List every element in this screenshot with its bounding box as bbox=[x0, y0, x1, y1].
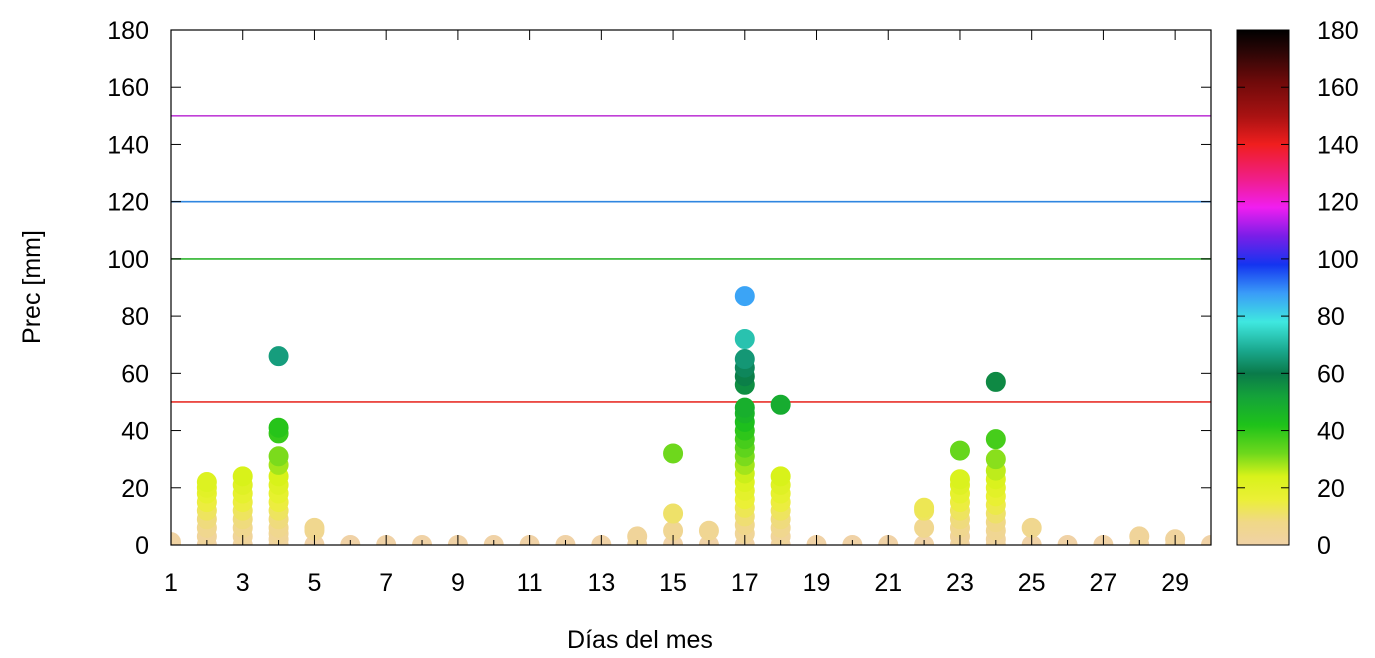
x-tick-label: 15 bbox=[659, 569, 687, 597]
data-point bbox=[663, 443, 684, 464]
data-point bbox=[949, 440, 970, 461]
data-point bbox=[1129, 526, 1150, 545]
x-tick-label: 25 bbox=[1018, 569, 1046, 597]
colorbar-tick-label: 160 bbox=[1317, 74, 1359, 102]
x-axis-label: Días del mes bbox=[567, 626, 713, 654]
data-point bbox=[985, 371, 1006, 392]
data-point bbox=[171, 532, 181, 545]
data-point bbox=[196, 472, 217, 493]
data-point bbox=[985, 429, 1006, 450]
colorbar-tick-label: 100 bbox=[1317, 246, 1359, 274]
colorbar-tick-label: 60 bbox=[1317, 360, 1345, 388]
data-point bbox=[770, 394, 791, 415]
x-tick-label: 5 bbox=[307, 569, 321, 597]
x-tick-label: 27 bbox=[1090, 569, 1118, 597]
y-tick-label: 160 bbox=[107, 74, 149, 102]
x-tick-label: 13 bbox=[587, 569, 615, 597]
data-point bbox=[1201, 535, 1211, 545]
x-axis-ticks: 1 3 5 7 9 11 13 15 17 19 21 23 25 27 29 bbox=[164, 30, 1189, 597]
data-point bbox=[268, 417, 289, 438]
colorbar-tick-label: 80 bbox=[1317, 303, 1345, 331]
threshold-lines bbox=[171, 115, 1211, 403]
y-tick-label: 180 bbox=[107, 17, 149, 45]
x-tick-label: 19 bbox=[803, 569, 831, 597]
data-point bbox=[734, 397, 755, 418]
x-tick-label: 17 bbox=[731, 569, 759, 597]
data-point bbox=[698, 520, 719, 541]
x-tick-label: 23 bbox=[946, 569, 974, 597]
data-point bbox=[1021, 517, 1042, 538]
y-tick-label: 100 bbox=[107, 246, 149, 274]
data-point bbox=[949, 469, 970, 490]
x-tick-label: 29 bbox=[1161, 569, 1189, 597]
data-point bbox=[663, 503, 684, 524]
colorbar-tick-label: 120 bbox=[1317, 189, 1359, 217]
data-point bbox=[770, 466, 791, 487]
y-tick-label: 40 bbox=[121, 418, 149, 446]
data-point bbox=[304, 517, 325, 538]
y-tick-label: 0 bbox=[135, 532, 149, 560]
y-tick-label: 120 bbox=[107, 189, 149, 217]
x-tick-label: 21 bbox=[874, 569, 902, 597]
colorbar-tick-label: 40 bbox=[1317, 418, 1345, 446]
data-point bbox=[268, 346, 289, 367]
data-points bbox=[171, 286, 1211, 545]
y-tick-label: 80 bbox=[121, 303, 149, 331]
x-tick-label: 9 bbox=[451, 569, 465, 597]
x-tick-label: 1 bbox=[164, 569, 178, 597]
y-tick-label: 140 bbox=[107, 131, 149, 159]
data-point bbox=[734, 329, 755, 349]
x-tick-label: 3 bbox=[236, 569, 250, 597]
y-axis-ticks: 0 20 40 60 80 100 120 140 160 180 bbox=[107, 17, 1211, 560]
colorbar-tick-label: 20 bbox=[1317, 475, 1345, 503]
data-point bbox=[627, 526, 648, 545]
data-point bbox=[734, 349, 755, 370]
data-point bbox=[734, 286, 755, 307]
data-point bbox=[914, 517, 935, 538]
x-tick-label: 7 bbox=[379, 569, 393, 597]
data-point bbox=[985, 449, 1006, 470]
colorbar-tick-label: 140 bbox=[1317, 131, 1359, 159]
colorbar-ticks: 0 20 40 60 80 100 120 140 160 180 bbox=[1237, 17, 1359, 560]
data-point bbox=[232, 466, 253, 487]
x-tick-label: 11 bbox=[517, 569, 543, 597]
data-point bbox=[268, 446, 289, 467]
plot-frame bbox=[170, 29, 1212, 546]
colorbar bbox=[1236, 29, 1290, 546]
colorbar-tick-label: 0 bbox=[1317, 532, 1331, 560]
y-tick-label: 20 bbox=[121, 475, 149, 503]
colorbar-tick-label: 180 bbox=[1317, 17, 1359, 45]
y-tick-label: 60 bbox=[121, 360, 149, 388]
data-point bbox=[914, 497, 935, 518]
y-axis-label: Prec [mm] bbox=[18, 230, 46, 344]
